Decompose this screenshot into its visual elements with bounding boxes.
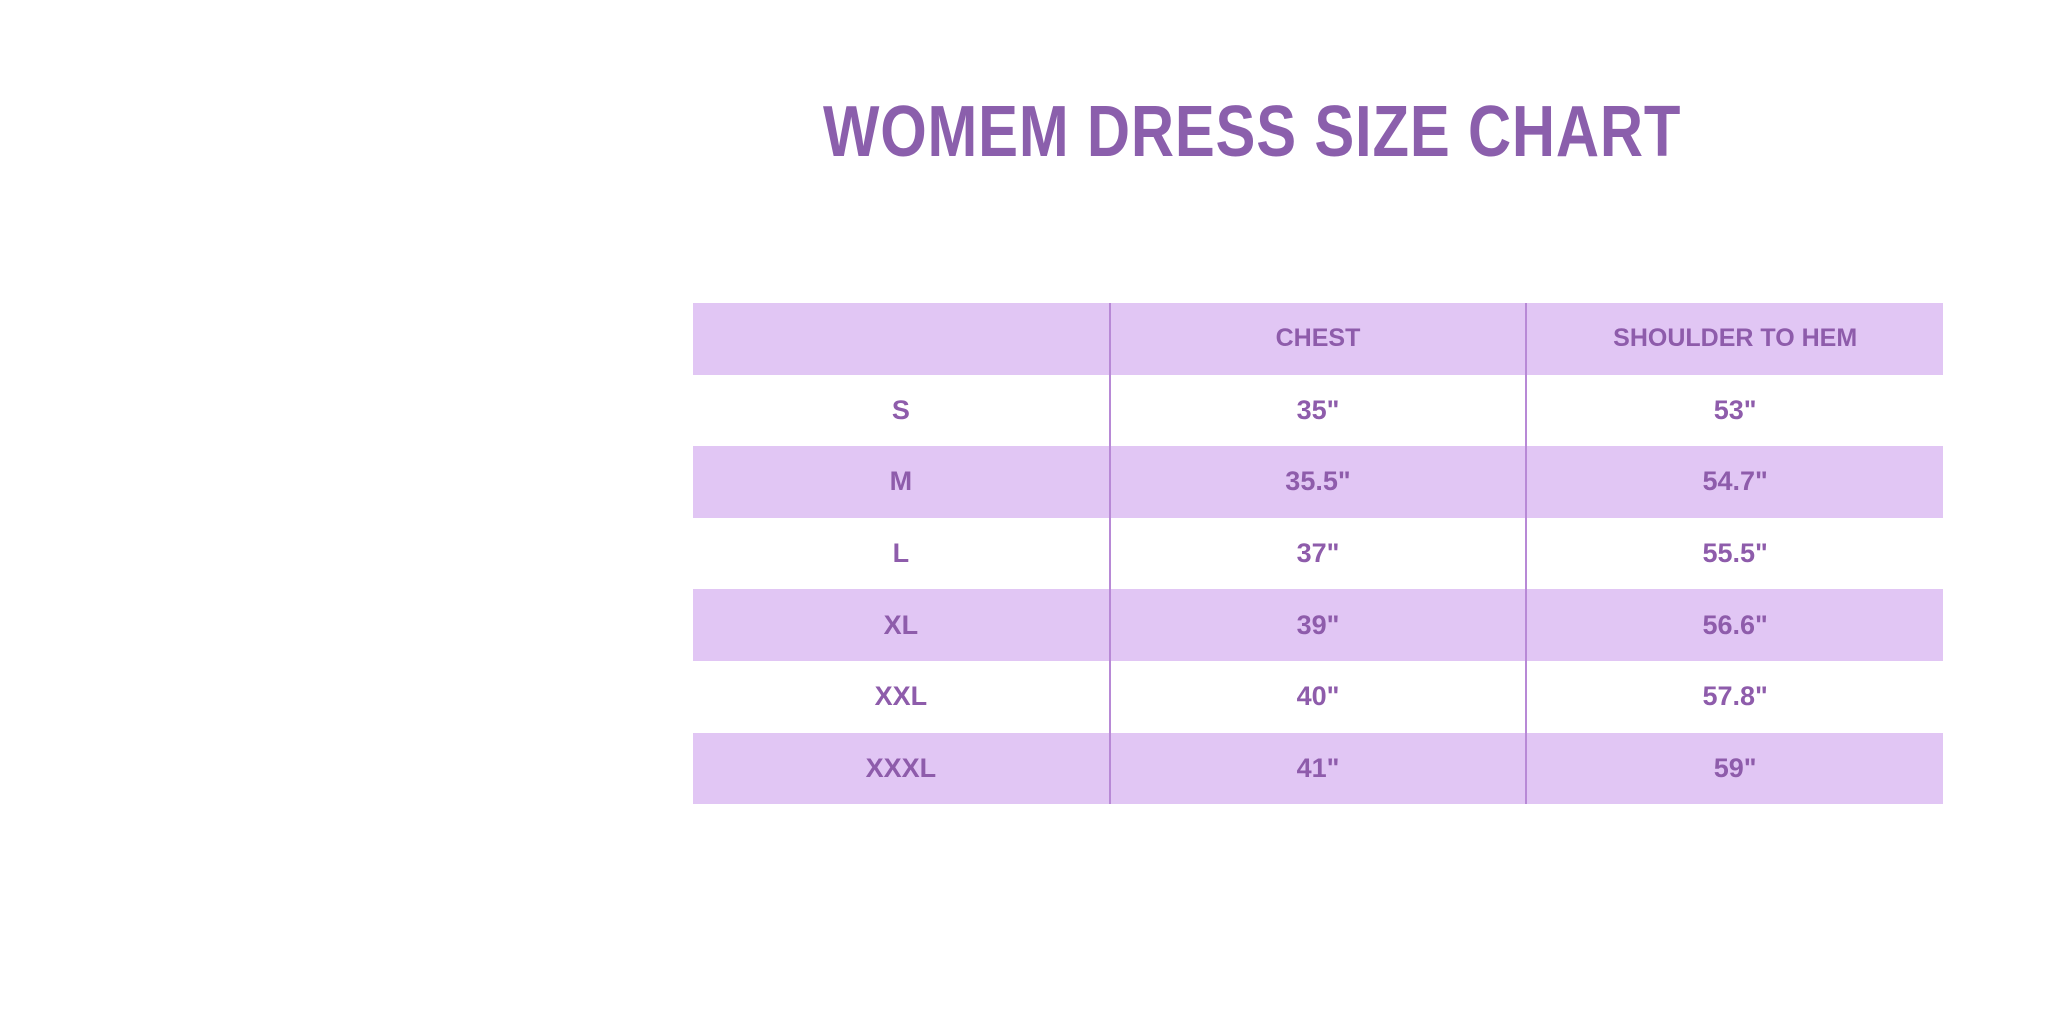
cell-shoulder-to-hem: 55.5" [1525, 517, 1943, 590]
cell-shoulder-to-hem: 54.7" [1525, 446, 1943, 518]
cell-size: XL [693, 589, 1110, 661]
table-row: S 35" 53" [693, 374, 1943, 447]
cell-chest: 41" [1108, 732, 1527, 805]
table-header-row: CHEST SHOULDER TO HEM [693, 303, 1943, 375]
cell-size: XXL [874, 681, 928, 712]
cell-chest: 35" [1108, 374, 1527, 447]
cell-chest: 35.5" [1108, 446, 1527, 518]
cell-size: XXXL [693, 732, 1110, 805]
table-row: L 37" 55.5" [693, 517, 1943, 590]
cell-chest: 40" [1108, 660, 1527, 733]
page-title: WOMEM DRESS SIZE CHART [823, 92, 1682, 172]
cell-chest: 39" [1108, 589, 1527, 661]
header-shoulder-to-hem: SHOULDER TO HEM [1525, 303, 1943, 375]
cell-size: S [891, 394, 910, 425]
header-chest: CHEST [1108, 303, 1527, 375]
table-row: XXXL 41" 59" [693, 732, 1943, 805]
table-row: M 35.5" 54.7" [693, 446, 1943, 518]
page-title-container: WOMEM DRESS SIZE CHART [823, 92, 1741, 172]
cell-chest: 37" [1108, 517, 1527, 590]
cell-size: L [892, 538, 910, 569]
cell-shoulder-to-hem: 59" [1525, 732, 1943, 805]
cell-size: M [693, 446, 1110, 518]
header-size [693, 303, 1110, 375]
cell-shoulder-to-hem: 57.8" [1525, 660, 1943, 733]
table-row: XXL 40" 57.8" [693, 660, 1943, 733]
cell-shoulder-to-hem: 56.6" [1525, 589, 1943, 661]
cell-shoulder-to-hem: 53" [1525, 374, 1943, 447]
size-chart-table: CHEST SHOULDER TO HEM S 35" 53" M 35.5" 54.7"… [693, 303, 1943, 805]
table-row: XL 39" 56.6" [693, 589, 1943, 661]
